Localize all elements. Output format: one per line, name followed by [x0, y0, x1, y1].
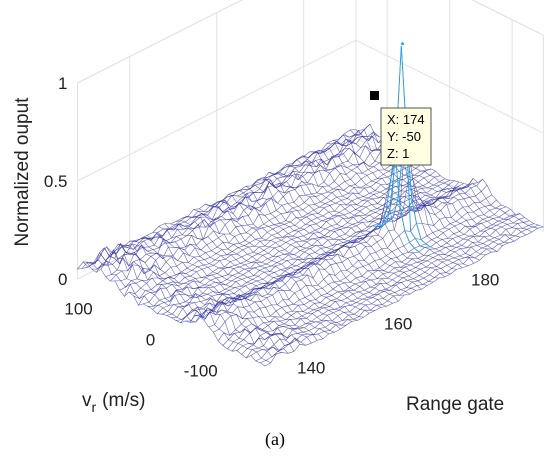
- mesh-line: [129, 155, 408, 295]
- mesh-line: [185, 183, 464, 322]
- mesh-line: [250, 220, 530, 356]
- data-tip-z: Z: 1: [387, 146, 409, 161]
- peak-point: [401, 42, 405, 46]
- x-tick-label: 160: [384, 315, 412, 334]
- mesh-line: [166, 178, 446, 316]
- mesh-line: [241, 213, 521, 355]
- data-tip-box: [380, 107, 432, 166]
- mesh-line: [138, 163, 417, 306]
- mesh-line: [96, 134, 375, 273]
- x-tick-label: 140: [297, 359, 325, 378]
- mesh-line: [255, 223, 535, 362]
- mesh-line: [124, 150, 403, 297]
- mesh-line: [147, 169, 427, 307]
- z-axis-label: Normalized ouput: [12, 97, 33, 247]
- data-tip-marker: [370, 91, 379, 100]
- y-axis-label-sub: r: [92, 399, 97, 415]
- z-tick-label: 0: [58, 270, 67, 289]
- mesh-line: [231, 208, 511, 352]
- mesh-line: [208, 126, 488, 328]
- mesh-line: [91, 123, 371, 270]
- mesh-line: [175, 180, 455, 321]
- mesh-line: [222, 195, 411, 295]
- mesh-line: [260, 224, 539, 363]
- tick-labels: 0 0.5 1 140 160 180 100 0 -100: [44, 74, 500, 381]
- mesh-line: [222, 204, 502, 346]
- z-tick-label: 0.5: [44, 172, 68, 191]
- mesh-line: [86, 128, 366, 265]
- mesh-line: [246, 217, 525, 359]
- mesh-line: [77, 129, 356, 270]
- mesh-line: [203, 45, 483, 321]
- y-tick-label: -100: [184, 362, 218, 381]
- y-tick-label: 0: [146, 331, 155, 350]
- mesh-line: [213, 194, 492, 333]
- mesh-line: [236, 214, 516, 351]
- surface-mesh: [77, 42, 544, 367]
- mesh-line: [115, 140, 394, 282]
- mesh-line: [180, 181, 460, 323]
- y-axis-label-unit: (m/s): [102, 390, 145, 411]
- axes-grid: [77, 0, 544, 280]
- mesh-line: [217, 199, 497, 341]
- mesh-line: [171, 180, 450, 318]
- mesh-line: [264, 226, 544, 367]
- mesh-line: [227, 206, 507, 350]
- mesh-line: [110, 141, 389, 282]
- mesh-line: [82, 133, 361, 269]
- x-tick-label: 180: [471, 271, 499, 290]
- mesh-line: [133, 158, 413, 299]
- mesh-line: [119, 143, 399, 291]
- y-axis-label: vr (m/s): [82, 390, 145, 415]
- x-axis-label: Range gate: [406, 394, 504, 415]
- data-tip-y: Y: -50: [387, 129, 421, 144]
- figure-caption: (a): [265, 429, 285, 450]
- mesh-line: [189, 184, 469, 323]
- mesh-line: [105, 136, 385, 277]
- mesh-line: [157, 170, 436, 314]
- y-axis-label-main: v: [82, 390, 92, 411]
- data-tip-x: X: 174: [387, 112, 425, 127]
- z-tick-label: 1: [58, 74, 67, 93]
- y-tick-label: 100: [64, 300, 92, 319]
- mesh-line: [152, 168, 432, 310]
- data-tip[interactable]: X: 174 Y: -50 Z: 1: [370, 91, 432, 166]
- mesh-line: [161, 175, 441, 315]
- mesh-line: [143, 163, 422, 305]
- mesh-line: [100, 131, 380, 270]
- peak-mesh-line: [377, 45, 425, 248]
